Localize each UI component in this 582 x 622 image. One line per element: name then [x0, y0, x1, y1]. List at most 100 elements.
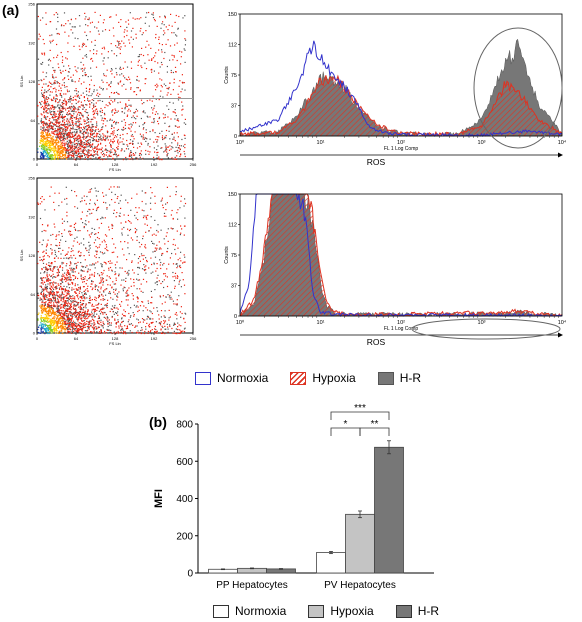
- scatter-point: [57, 120, 59, 122]
- scatter-point: [60, 123, 63, 125]
- scatter-point: [133, 285, 135, 287]
- scatter-point: [54, 87, 56, 89]
- scatter-point: [76, 325, 78, 327]
- scatter-point: [151, 296, 153, 298]
- scatter-point: [84, 314, 86, 316]
- scatter-point: [135, 152, 137, 154]
- scatter-point: [57, 133, 59, 135]
- scatter-point: [149, 146, 151, 148]
- scatter-point: [64, 311, 66, 313]
- scatter-point: [127, 220, 130, 222]
- scatter-point: [71, 331, 73, 333]
- scatter-point: [120, 241, 122, 243]
- scatter-point: [165, 215, 167, 217]
- scatter-point: [42, 328, 44, 330]
- scatter-point: [82, 294, 84, 296]
- scatter-point: [112, 134, 114, 136]
- scatter-point: [135, 230, 137, 233]
- scatter-point: [74, 313, 77, 315]
- scatter-point: [143, 122, 145, 125]
- scatter-point: [84, 146, 86, 148]
- scatter-point: [115, 121, 118, 123]
- scatter-point: [156, 229, 158, 232]
- scatter-point: [126, 290, 128, 292]
- scatter-point: [44, 318, 46, 320]
- scatter-point: [53, 83, 55, 85]
- scatter-point: [126, 114, 129, 116]
- scatter-point: [90, 75, 92, 77]
- scatter-point: [133, 91, 135, 93]
- scatter-point: [39, 285, 41, 287]
- scatter-point: [54, 327, 56, 330]
- scatter-point: [94, 233, 96, 235]
- scatter-point: [73, 152, 75, 154]
- scatter-point: [48, 301, 50, 303]
- scatter-point: [92, 263, 94, 265]
- scatter-point: [107, 156, 109, 158]
- scatter-point: [107, 323, 109, 325]
- scatter-point: [64, 303, 66, 305]
- scatter-point: [61, 101, 63, 104]
- scatter-point: [169, 45, 172, 47]
- scatter-point: [111, 332, 114, 334]
- scatter-point: [76, 327, 78, 329]
- scatter-point: [46, 244, 48, 246]
- scatter-point: [129, 78, 131, 80]
- scatter-point: [115, 67, 117, 70]
- scatter-point: [57, 126, 59, 128]
- scatter-point: [50, 305, 52, 307]
- scatter-point: [54, 253, 56, 256]
- scatter-point: [110, 155, 112, 157]
- scatter-point: [42, 17, 44, 19]
- scatter-point: [179, 155, 181, 158]
- scatter-point: [75, 305, 77, 307]
- scatter-point: [60, 90, 62, 92]
- scatter-point: [57, 140, 59, 142]
- scatter-point: [140, 17, 142, 19]
- scatter-point: [48, 256, 50, 258]
- scatter-point: [132, 158, 134, 161]
- scatter-point: [87, 25, 89, 27]
- scatter-point: [138, 266, 140, 269]
- scatter-point: [54, 295, 56, 297]
- scatter-point: [40, 310, 43, 312]
- scatter-point: [95, 262, 97, 264]
- scatter-point: [54, 80, 56, 82]
- scatter-point: [175, 158, 177, 160]
- scatter-point: [180, 232, 182, 234]
- scatter-point: [93, 154, 95, 156]
- scatter-point: [68, 231, 70, 233]
- scatter-point: [108, 154, 110, 156]
- scatter-point: [133, 138, 135, 140]
- scatter-point: [107, 150, 109, 152]
- scatter-point: [57, 327, 59, 329]
- scatter-point: [46, 317, 48, 319]
- scatter-point: [172, 243, 174, 246]
- scatter-point: [69, 325, 71, 327]
- scatter-point: [43, 321, 45, 323]
- scatter-point: [70, 277, 72, 279]
- scatter-point: [79, 332, 81, 334]
- scatter-point: [49, 157, 51, 159]
- scatter-point: [48, 105, 50, 107]
- scatter-point: [61, 151, 63, 153]
- scatter-point: [89, 297, 91, 299]
- scatter-point: [57, 301, 59, 304]
- scatter-point: [59, 317, 61, 319]
- scatter-point: [116, 293, 119, 295]
- scatter-point: [62, 304, 64, 307]
- scatter-point: [158, 99, 160, 101]
- scatter-point: [74, 26, 76, 28]
- scatter-point: [93, 312, 95, 314]
- scatter-point: [54, 116, 56, 118]
- scatter-point: [69, 97, 71, 99]
- scatter-point: [62, 154, 64, 156]
- scatter-point: [76, 317, 78, 319]
- scatter-point: [64, 302, 66, 304]
- scatter-point: [72, 154, 75, 156]
- scatter-point: [52, 157, 54, 159]
- scatter-point: [109, 204, 111, 206]
- scatter-point: [99, 93, 101, 95]
- scatter-point: [153, 122, 155, 124]
- scatter-point: [125, 280, 127, 282]
